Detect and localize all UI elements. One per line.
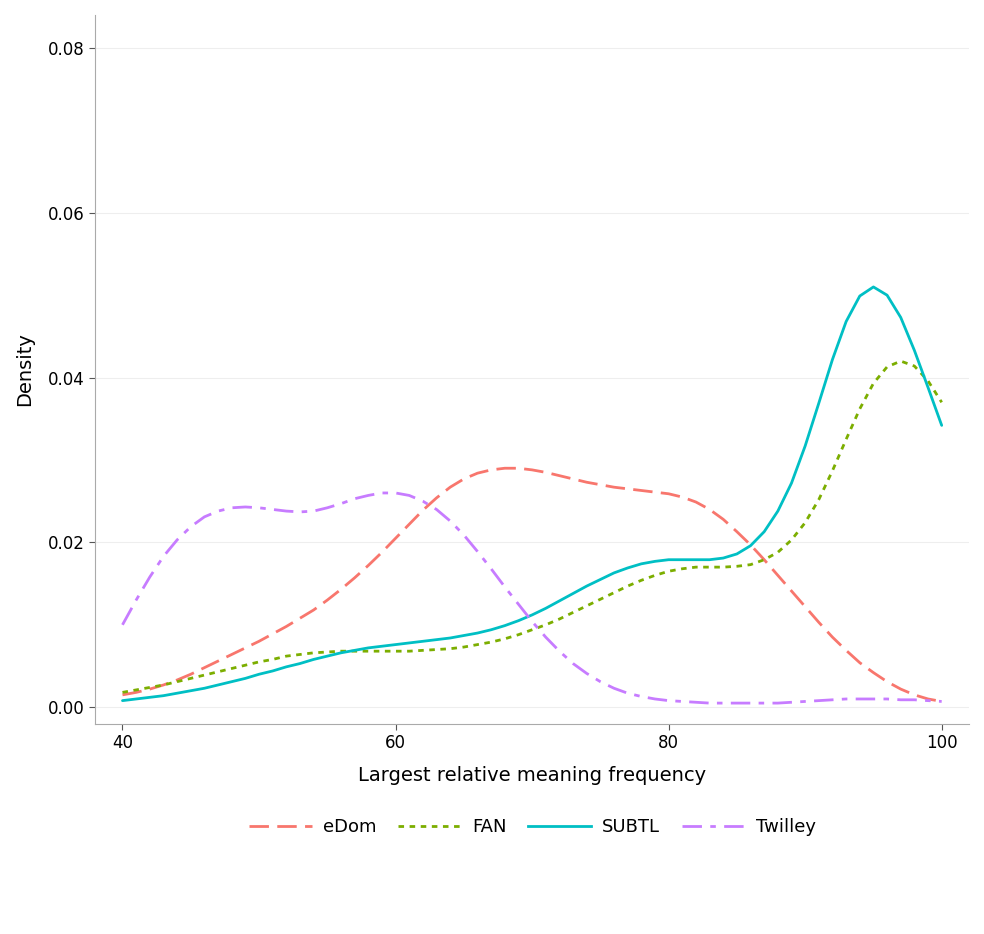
Twilley <box>308 505 320 517</box>
Twilley <box>376 488 388 499</box>
Twilley <box>280 505 292 517</box>
Line: eDom: eDom <box>122 468 942 701</box>
Twilley <box>567 658 579 669</box>
eDom <box>116 689 128 700</box>
Twilley <box>704 698 715 709</box>
X-axis label: Largest relative meaning frequency: Largest relative meaning frequency <box>358 766 707 785</box>
FAN <box>403 645 415 657</box>
FAN <box>894 356 906 367</box>
SUBTL <box>280 661 292 672</box>
Twilley <box>116 619 128 630</box>
FAN <box>553 614 565 625</box>
eDom <box>567 474 579 485</box>
Twilley <box>417 496 429 507</box>
eDom <box>840 644 852 656</box>
eDom <box>936 696 948 707</box>
eDom <box>622 483 634 494</box>
SUBTL <box>936 419 948 431</box>
FAN <box>280 650 292 661</box>
FAN <box>608 587 620 599</box>
Y-axis label: Density: Density <box>15 333 34 406</box>
FAN <box>827 465 838 476</box>
Line: SUBTL: SUBTL <box>122 287 942 700</box>
SUBTL <box>308 654 320 665</box>
eDom <box>308 604 320 616</box>
Line: Twilley: Twilley <box>122 493 942 703</box>
FAN <box>116 686 128 698</box>
SUBTL <box>116 695 128 706</box>
SUBTL <box>608 567 620 578</box>
SUBTL <box>827 354 838 365</box>
Line: FAN: FAN <box>122 361 942 692</box>
FAN <box>936 397 948 408</box>
FAN <box>308 647 320 658</box>
Twilley <box>936 696 948 707</box>
eDom <box>499 462 511 474</box>
Twilley <box>622 687 634 699</box>
Twilley <box>854 693 866 704</box>
eDom <box>280 621 292 632</box>
SUBTL <box>403 637 415 648</box>
Legend: eDom, FAN, SUBTL, Twilley: eDom, FAN, SUBTL, Twilley <box>241 811 823 843</box>
SUBTL <box>868 281 880 292</box>
eDom <box>403 518 415 530</box>
SUBTL <box>553 595 565 606</box>
